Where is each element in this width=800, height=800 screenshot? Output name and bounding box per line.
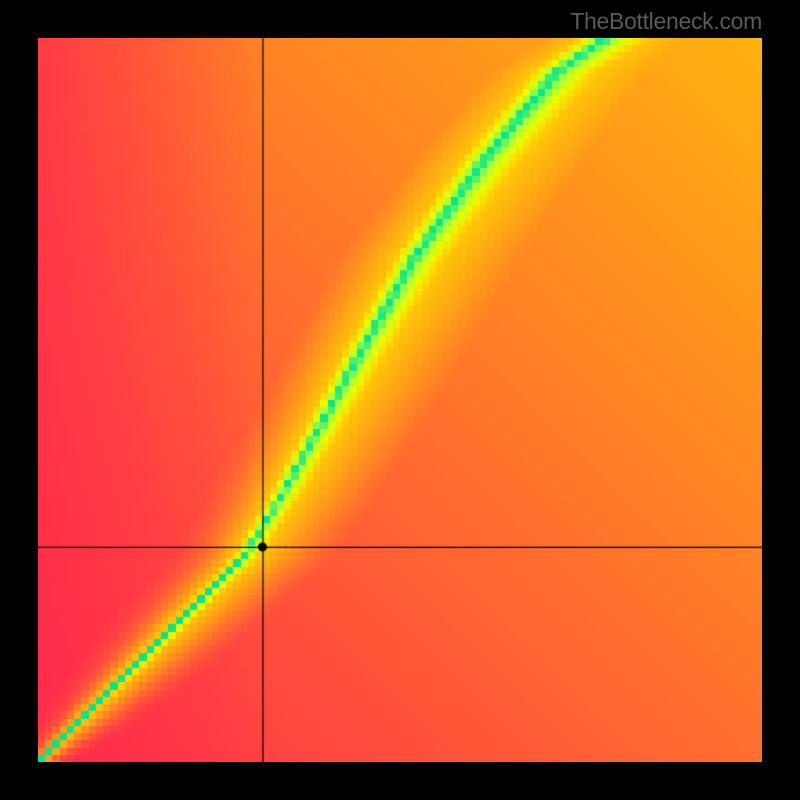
- watermark-text: TheBottleneck.com: [570, 8, 762, 35]
- heatmap-canvas: [38, 38, 762, 762]
- heatmap-plot: [38, 38, 762, 762]
